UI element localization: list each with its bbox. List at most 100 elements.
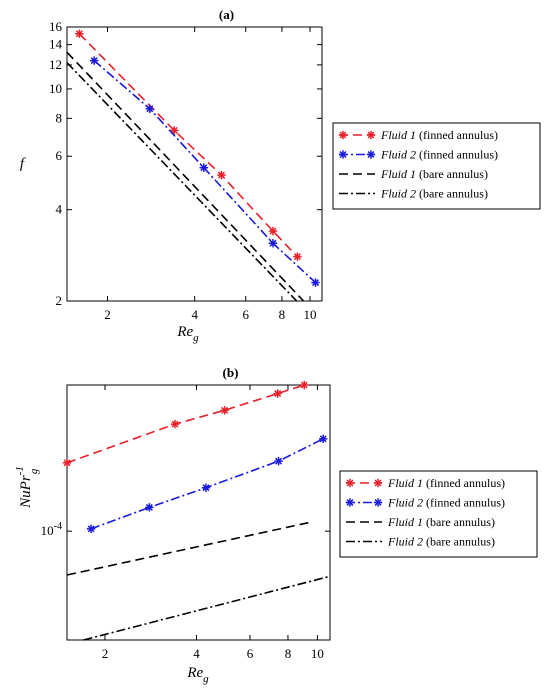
panel-b-data-point — [273, 389, 282, 398]
panel-a-legend-series-suffix: (finned annulus) — [419, 148, 498, 162]
panel-b-series-line-1 — [66, 384, 305, 464]
panel-a-chart: 2 4 6 8 10 2 4 6 8 10 12 14 16 (a) Fluid 1 (finned ann… — [20, 7, 541, 344]
panel-b-legend-series-name: Fluid 2 — [387, 496, 426, 510]
marker-stroke — [145, 503, 153, 511]
panel-a-legend-marker — [338, 130, 348, 140]
panel-b-legend-series-suffix: (bare annulus) — [426, 515, 495, 529]
panel-b-y-axis-label-sub: g — [28, 468, 40, 474]
panel-a-data-point — [268, 239, 278, 248]
marker-stroke — [269, 227, 277, 235]
panel-a-series-line-1 — [78, 33, 298, 258]
panel-b-legend-marker — [373, 478, 383, 488]
marker-stroke — [346, 479, 354, 487]
marker-stroke — [221, 406, 229, 414]
panel-b-data-point — [274, 456, 283, 466]
marker-stroke — [63, 459, 71, 467]
panel-a-y-tick-label: 14 — [49, 37, 63, 52]
panel-a-axes-frame — [66, 26, 323, 302]
panel-b-legend-marker — [373, 498, 383, 507]
panel-a-y-tick-label: 12 — [49, 57, 62, 72]
panel-a-legend-marker — [366, 130, 376, 140]
marker-stroke — [367, 150, 375, 159]
panel-a-legend-entry: Fluid 2 (bare annulus) — [380, 187, 488, 201]
panel-b-x-tick-label: 10 — [311, 646, 324, 661]
panel-b-x-axis-label-sub: g — [203, 673, 209, 685]
panel-b-legend-series-name: Fluid 1 — [387, 515, 426, 529]
marker-stroke — [319, 435, 327, 443]
panel-b-legend-entry: Fluid 2 (finned annulus) — [387, 496, 505, 510]
panel-a-legend-entry: Fluid 2 (finned annulus) — [380, 148, 498, 162]
panel-a-y-tick-label: 2 — [56, 293, 63, 308]
marker-stroke — [339, 150, 347, 159]
panel-a-panel-label: (a) — [219, 7, 234, 22]
panel-a-data-point — [293, 252, 302, 261]
panel-a-legend-series-name: Fluid 1 — [380, 128, 419, 142]
panel-b-series-line-4 — [83, 575, 331, 641]
panel-a-data-point — [90, 56, 99, 65]
panel-a-y-tick-label: 6 — [56, 148, 63, 163]
panel-a-x-tick-label: 6 — [242, 307, 249, 322]
panel-a-y-axis-label: f — [20, 156, 26, 172]
marker-stroke — [274, 390, 282, 398]
panel-a-x-tick-label: 8 — [279, 307, 286, 322]
panel-b-y-tick-base: 10 — [41, 523, 54, 538]
panel-b-legend-marker — [345, 498, 355, 507]
panel-b-data-point — [86, 524, 96, 534]
marker-stroke — [202, 484, 210, 492]
panel-b-y-axis-label-sup: -1 — [14, 466, 26, 475]
panel-b-x-tick-label: 8 — [285, 646, 292, 661]
marker-stroke — [300, 381, 308, 389]
panel-a-legend-series-name: Fluid 2 — [380, 148, 419, 162]
panel-a-data-point — [145, 104, 155, 114]
marker-stroke — [374, 479, 382, 487]
panel-b-x-tick-label: 6 — [247, 646, 254, 661]
panel-a-legend-series-name: Fluid 2 — [380, 187, 419, 201]
panel-a-x-tick-label: 4 — [191, 307, 198, 322]
marker-stroke — [374, 498, 382, 507]
panel-b-panel-label: (b) — [223, 365, 239, 380]
panel-a-y-tick-label: 16 — [49, 19, 63, 34]
panel-a-data-point — [217, 170, 226, 180]
panel-b-data-point — [201, 483, 211, 492]
panel-a-legend-entry: Fluid 1 (finned annulus) — [380, 128, 498, 142]
marker-stroke — [269, 239, 277, 247]
marker-stroke — [171, 420, 179, 428]
marker-stroke — [90, 57, 98, 65]
panel-b-legend-series-name: Fluid 2 — [387, 535, 426, 549]
panel-b-x-tick-label: 2 — [102, 646, 109, 661]
panel-a-series-line-4 — [66, 62, 298, 302]
panel-b-legend-box — [339, 470, 538, 558]
marker-stroke — [146, 105, 154, 113]
panel-b-legend: Fluid 1 (finned annulus)Fluid 2 (finned … — [339, 470, 538, 558]
panel-b-data-point — [220, 406, 229, 415]
panel-b-series-line-2 — [90, 438, 324, 530]
panel-a-y-tick-label: 4 — [56, 202, 63, 217]
panel-b-y-tick-exponent: -4 — [54, 521, 62, 532]
panel-a-legend-box — [332, 122, 541, 210]
panel-b-legend-marker — [345, 478, 355, 488]
marker-stroke — [293, 253, 301, 261]
panel-a-x-tick-label: 2 — [104, 307, 111, 322]
panel-b-legend-series-suffix: (finned annulus) — [426, 496, 505, 510]
panel-b-data-point — [62, 458, 72, 468]
panel-b-x-tick-label: 4 — [193, 646, 200, 661]
panel-a-legend-series-suffix: (bare annulus) — [419, 167, 488, 181]
panel-a-series-line-3 — [66, 51, 305, 302]
panel-b-data-point — [319, 434, 328, 444]
panel-b-y-axis-label-main: NuPr — [18, 475, 34, 509]
panel-b-y-tick-label: 10-4 — [41, 521, 62, 538]
panel-b-legend-series-suffix: (bare annulus) — [426, 535, 495, 549]
panel-a-legend-series-suffix: (finned annulus) — [419, 128, 498, 142]
panel-a-series-line-2 — [93, 59, 317, 284]
marker-stroke — [312, 279, 320, 287]
panel-b-series-line-3 — [66, 521, 311, 576]
panel-a-data-point — [199, 163, 208, 172]
panel-b-y-axis-label: NuPr-1 g — [14, 466, 40, 509]
panel-b-data-point — [300, 380, 309, 390]
marker-stroke — [200, 164, 208, 172]
panel-a-legend-series-name: Fluid 1 — [380, 167, 419, 181]
panel-a-data-point — [170, 126, 179, 135]
marker-stroke — [339, 131, 347, 139]
